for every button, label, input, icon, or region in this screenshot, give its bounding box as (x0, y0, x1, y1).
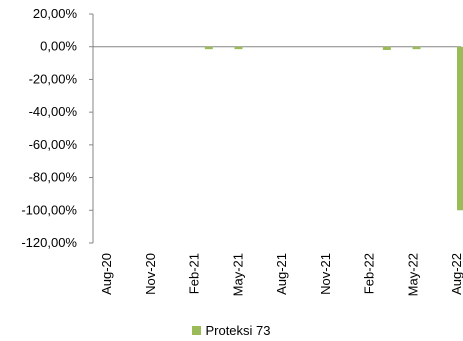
y-tick-label: -20,00% (29, 71, 78, 86)
bar (412, 46, 421, 50)
x-tick-label: May-22 (405, 253, 420, 296)
y-tick-label: -80,00% (29, 170, 78, 185)
y-tick-label: -100,00% (21, 202, 77, 217)
x-tick-label: Feb-22 (362, 253, 377, 294)
y-tick-label: -60,00% (29, 137, 78, 152)
x-tick-label: Aug-20 (99, 253, 114, 295)
bar (382, 46, 391, 50)
legend-swatch (192, 326, 202, 335)
y-tick-label: 20,00% (33, 6, 78, 21)
bars (204, 46, 463, 211)
x-tick-label: Feb-21 (187, 253, 202, 294)
y-tick-label: 0,00% (40, 39, 77, 54)
x-tick-label: Aug-21 (274, 253, 289, 295)
x-tick-label: Aug-22 (449, 253, 463, 295)
y-tick-label: -120,00% (21, 235, 77, 250)
x-tick-label: Nov-21 (318, 253, 333, 295)
y-axis: 20,00% 0,00% -20,00% -40,00% -60,00% -80,00% -… (21, 6, 94, 250)
x-tick-label: May-21 (230, 253, 245, 296)
bar (204, 46, 213, 50)
x-axis: Aug-20 Nov-20 Feb-21 May-21 Aug-21 Nov-21 Feb-… (93, 46, 463, 296)
bar (457, 46, 463, 211)
legend: Proteksi 73 (0, 323, 463, 338)
y-tick-label: -40,00% (29, 104, 78, 119)
legend-label: Proteksi 73 (205, 323, 271, 338)
bar (234, 46, 243, 50)
x-tick-label: Nov-20 (143, 253, 158, 295)
